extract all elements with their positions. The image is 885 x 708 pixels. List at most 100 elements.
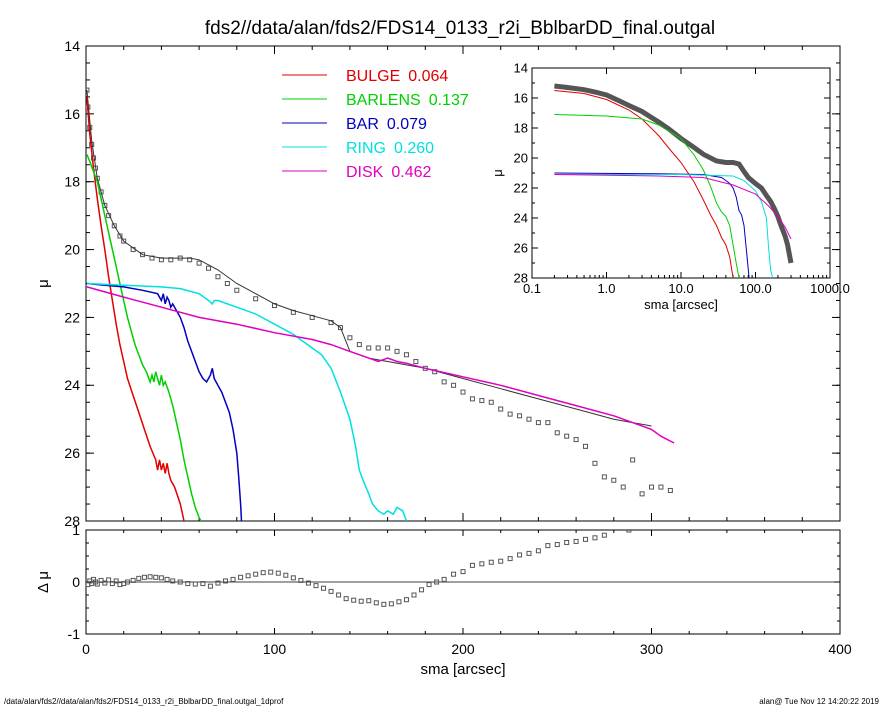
- residual-data-point: [230, 576, 236, 582]
- residual-data-point: [275, 570, 281, 576]
- main-disk-line: [86, 286, 675, 444]
- inset-ytick-label: 20: [514, 151, 528, 166]
- main-data-point: [469, 396, 475, 402]
- main-data-point: [620, 484, 626, 490]
- inset-xtick-label: 1.0: [597, 281, 615, 296]
- inset-bar-line: [554, 172, 750, 278]
- inset-ytick-label: 24: [514, 211, 528, 226]
- residual-data-point: [526, 550, 532, 556]
- main-ylabel: μ: [35, 279, 52, 288]
- residual-data-point: [207, 583, 213, 589]
- legend-bar-name: BAR: [346, 116, 379, 133]
- main-data-point: [413, 359, 419, 365]
- residual-data-point: [124, 579, 130, 585]
- residual-data-point: [268, 569, 274, 575]
- residual-data-point: [313, 583, 319, 589]
- main-data-point: [630, 457, 636, 463]
- main-data-point: [337, 325, 343, 331]
- main-panel: 14 16 18 20 22 24 26 28 μ BULGE 0.064 BARLENS 0.137…: [35, 38, 841, 529]
- residual-data-point: [260, 570, 266, 576]
- main-ytick-label: 28: [64, 513, 80, 529]
- inset-ytick-label: 26: [514, 241, 528, 256]
- residual-xlabel: sma [arcsec]: [420, 661, 505, 678]
- residual-data-point: [592, 535, 598, 541]
- residual-data-point: [113, 578, 119, 584]
- main-data-point: [517, 413, 523, 419]
- residual-data-point: [460, 569, 466, 575]
- main-ytick-label: 16: [64, 106, 80, 122]
- legend-disk-label: DISK 0.462: [346, 164, 431, 181]
- main-data-point: [111, 223, 117, 229]
- inset-xtick-label: 100.0: [739, 281, 772, 296]
- residual-data-point: [290, 575, 296, 581]
- main-data-point: [573, 437, 579, 443]
- main-bulge-line: [86, 96, 185, 521]
- residual-data-point: [426, 582, 432, 588]
- main-data-point: [385, 345, 391, 351]
- main-data-point: [545, 420, 551, 426]
- residual-data-point: [130, 577, 136, 583]
- residual-data-point: [109, 581, 115, 587]
- residual-data-point: [498, 558, 504, 564]
- main-axis-ticks: 14 16 18 20 22 24 26 28 μ: [35, 38, 841, 529]
- residual-data-point: [98, 577, 104, 583]
- main-data-point: [347, 335, 353, 341]
- residual-data-point: [373, 600, 379, 606]
- footer-timestamp: alan@ Tue Nov 12 14:20:22 2019: [759, 697, 879, 706]
- residual-data-point: [158, 575, 164, 581]
- residual-data-point: [106, 577, 112, 583]
- residual-xtick-label: 300: [640, 641, 664, 657]
- residual-data-point: [283, 572, 289, 578]
- residual-data-point: [554, 542, 560, 548]
- main-data-point: [234, 287, 240, 293]
- residual-data-point: [626, 530, 632, 533]
- main-data-point: [498, 406, 504, 412]
- main-data-point: [215, 274, 221, 280]
- main-ring-line: [86, 282, 408, 521]
- main-data-point: [554, 430, 560, 436]
- legend-ring-value: 0.260: [394, 140, 434, 157]
- residual-data-point: [419, 587, 425, 593]
- residual-data-point: [488, 559, 494, 565]
- residual-data-point: [441, 576, 447, 582]
- residual-ylabel: Δ μ: [35, 571, 52, 593]
- legend-bulge-value: 0.064: [408, 68, 448, 85]
- plot-title: fds2//data/alan/fds2/FDS14_0133_r2i_Bblb…: [205, 18, 715, 39]
- residual-data-point: [94, 581, 100, 587]
- main-data-point: [479, 398, 485, 404]
- residual-data-point: [200, 581, 206, 587]
- residual-data-point: [583, 536, 589, 542]
- residual-data-point: [147, 574, 153, 580]
- residual-data-point: [507, 556, 513, 562]
- residual-ytick-label: -1: [68, 626, 81, 642]
- inset-xtick-label: 1000.0: [810, 281, 850, 296]
- main-data-point: [403, 352, 409, 358]
- main-data-point: [611, 477, 617, 483]
- main-data-point: [601, 474, 607, 480]
- residual-data-point: [388, 601, 394, 607]
- main-data-point: [196, 260, 202, 266]
- main-ytick-label: 14: [64, 38, 80, 54]
- inset-bulge-line: [554, 90, 734, 278]
- main-data-point: [526, 416, 532, 422]
- main-bar-line: [86, 282, 243, 521]
- residual-data-point: [381, 601, 387, 607]
- main-series: [86, 87, 675, 521]
- residual-data-point: [185, 581, 191, 587]
- residual-data-points: [86, 530, 632, 607]
- residual-data-point: [141, 574, 147, 580]
- residual-xtick-label: 0: [82, 641, 90, 657]
- residual-data-point: [403, 597, 409, 603]
- inset-barlens-line: [554, 114, 740, 278]
- main-data-point: [658, 484, 664, 490]
- legend-disk-name: DISK: [346, 164, 384, 181]
- main-data-point: [507, 411, 513, 417]
- residual-data-point: [238, 574, 244, 580]
- residual-data-point: [245, 573, 251, 579]
- residual-data-point: [564, 539, 570, 545]
- residual-data-point: [411, 592, 417, 598]
- main-data-point: [564, 433, 570, 439]
- legend-bulge-label: BULGE 0.064: [346, 68, 448, 85]
